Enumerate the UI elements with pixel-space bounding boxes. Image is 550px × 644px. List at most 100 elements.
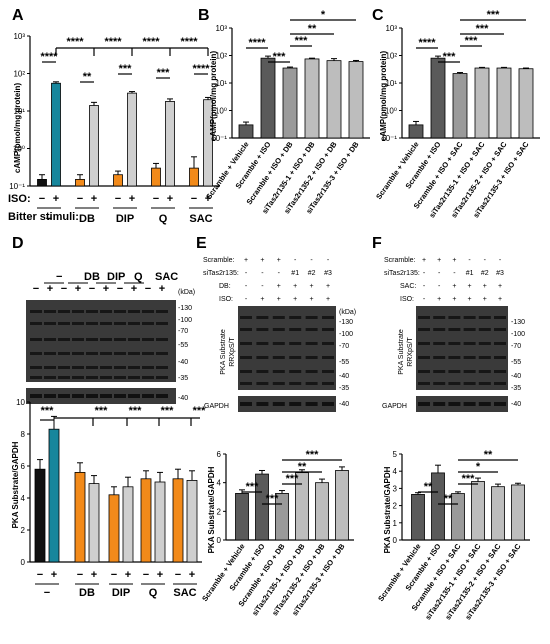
panel-f-band-5-5 xyxy=(478,370,491,373)
panel-d-gapdh-band-8 xyxy=(128,394,140,398)
panel-b-stars-5: * xyxy=(321,9,326,21)
panel-f-stim-signs-6: + xyxy=(498,283,502,290)
panel-d-band-5-8 xyxy=(128,366,140,369)
panel-e-band-2-6 xyxy=(322,328,334,331)
panel-f-gapdh-band-3 xyxy=(448,402,461,406)
panel-d-band-6-1 xyxy=(30,376,42,379)
panel-f-bar-2 xyxy=(431,472,445,541)
panel-f-band-3-1 xyxy=(418,342,430,345)
panel-a-bar-4 xyxy=(89,105,99,187)
panel-d-bar-group-5: SAC xyxy=(173,587,196,599)
panel-f-stim-signs-5: + xyxy=(483,283,487,290)
panel-b-tick-label-3: 10² xyxy=(215,52,227,61)
panel-a-iso-sign-2: + xyxy=(53,193,59,205)
panel-d-bar-10 xyxy=(186,479,198,563)
panel-d-band-5-6 xyxy=(100,366,112,369)
panel-f-gapdh-band-2 xyxy=(433,402,446,406)
panel-e-row-stim: DB: xyxy=(219,283,231,290)
panel-b-bar-3 xyxy=(282,67,298,139)
panel-f-band-4-4 xyxy=(463,356,476,359)
panel-d-tick-label-5: 10 xyxy=(16,398,25,407)
panel-d-band-1-7 xyxy=(114,310,126,313)
panel-d-band-6-5 xyxy=(86,376,98,379)
panel-e-band-4-6 xyxy=(322,356,334,359)
panel-a-ylabel: cAMP(pmol/mg protein) xyxy=(13,83,22,174)
panel-f-band-1-6 xyxy=(494,316,506,319)
panel-f-band-5-1 xyxy=(418,370,430,373)
panel-f-stars-3: *** xyxy=(462,473,476,485)
panel-d-bar-sign-5: − xyxy=(111,569,117,581)
panel-c-stars-2: *** xyxy=(443,51,457,63)
panel-f-iso-signs-4: + xyxy=(468,296,472,303)
panel-d-band-4-10 xyxy=(156,352,168,355)
panel-d-gapdh-band-3 xyxy=(58,394,70,398)
panel-e-iso-signs-1: - xyxy=(245,296,248,303)
panel-e-band-5-2 xyxy=(256,370,269,373)
panel-f-marker-2: -100 xyxy=(511,331,525,338)
panel-d-band-6-7 xyxy=(114,376,126,379)
panel-e-bar-6 xyxy=(335,470,349,541)
panel-e-band-2-3 xyxy=(272,328,285,331)
panel-d-blot-sign-5: − xyxy=(89,283,95,295)
panel-d-bar-group-4: Q xyxy=(149,587,158,599)
panel-f-scramble-signs-5: - xyxy=(484,257,487,264)
panel-e-gapdh-band-2 xyxy=(256,402,269,406)
panel-e-tick-label-3: 6 xyxy=(217,450,222,459)
panel-f-tick-label-5: 5 xyxy=(393,450,398,459)
panel-f-band-1-4 xyxy=(463,316,476,319)
panel-f-band-6-4 xyxy=(463,382,476,385)
panel-f-band-6-3 xyxy=(448,382,461,385)
panel-d-band-3-8 xyxy=(128,338,140,341)
panel-f-band-5-3 xyxy=(448,370,461,373)
panel-d-band-5-3 xyxy=(58,366,70,369)
panel-e-band-6-3 xyxy=(272,382,285,385)
panel-e-marker-4: -55 xyxy=(339,359,349,366)
panel-c-tick-label-4: 10³ xyxy=(385,24,397,33)
panel-f-stim-signs-2: - xyxy=(438,283,441,290)
panel-f-band-4-5 xyxy=(478,356,491,359)
panel-f-ylabel: PKA Substrate/GAPDH xyxy=(383,466,392,553)
panel-a-group-3: DIP xyxy=(116,213,134,225)
panel-e-band-3-5 xyxy=(305,342,318,345)
panel-f-stim-signs-3: + xyxy=(452,283,456,290)
panel-f-marker-6: -35 xyxy=(511,385,521,392)
panel-d-stars-4: *** xyxy=(161,405,175,417)
panel-f-tick-label-2: 2 xyxy=(393,502,398,511)
panel-f-tick-label-0: 0 xyxy=(393,536,398,545)
panel-b-stars-2: *** xyxy=(273,51,287,63)
panel-e-stars-3: *** xyxy=(286,473,300,485)
panel-d-band-2-6 xyxy=(100,322,112,325)
panel-e-iso-signs-4: + xyxy=(293,296,297,303)
panel-f-scramble-signs-2: + xyxy=(437,257,441,264)
panel-d-blot-sign-3: − xyxy=(61,283,67,295)
panel-f-band-4-1 xyxy=(418,356,430,359)
panel-d-bar-7 xyxy=(140,478,152,563)
panel-d-bar-8 xyxy=(154,481,166,563)
panel-d-band-3-7 xyxy=(114,338,126,341)
panel-e-sitas-signs-6: #3 xyxy=(324,270,332,277)
panel-d-marker-4: -55 xyxy=(178,342,188,349)
panel-e-sitas-signs-5: #2 xyxy=(308,270,316,277)
panel-e-blot-pka xyxy=(238,306,336,390)
panel-d-band-4-1 xyxy=(30,352,42,355)
panel-d-marker-3: -70 xyxy=(178,328,188,335)
panel-d-band-6-10 xyxy=(156,376,168,379)
panel-b-tick-label-2: 10¹ xyxy=(215,79,227,88)
panel-d-band-2-4 xyxy=(72,322,84,325)
panel-d-bar-sign-2: + xyxy=(51,569,57,581)
panel-b-bar-5 xyxy=(326,60,342,139)
panel-d-band-2-1 xyxy=(30,322,42,325)
panel-letter-e: E xyxy=(196,235,207,252)
panel-a-bitter-label: Bitter stimuli: xyxy=(8,211,79,223)
panel-e-gapdh-label: GAPDH xyxy=(204,403,229,410)
panel-e-row-iso: ISO: xyxy=(219,296,233,303)
panel-d-band-5-7 xyxy=(114,366,126,369)
panel-f-sitas-signs-3: - xyxy=(453,270,456,277)
panel-f-band-3-5 xyxy=(478,342,491,345)
panel-d-band-1-2 xyxy=(44,310,56,313)
panel-d-band-2-9 xyxy=(142,322,154,325)
panel-d-band-4-2 xyxy=(44,352,56,355)
panel-f-band-2-2 xyxy=(433,328,446,331)
panel-e-tick-label-0: 0 xyxy=(217,536,222,545)
panel-d-group-3: DIP xyxy=(107,271,125,283)
